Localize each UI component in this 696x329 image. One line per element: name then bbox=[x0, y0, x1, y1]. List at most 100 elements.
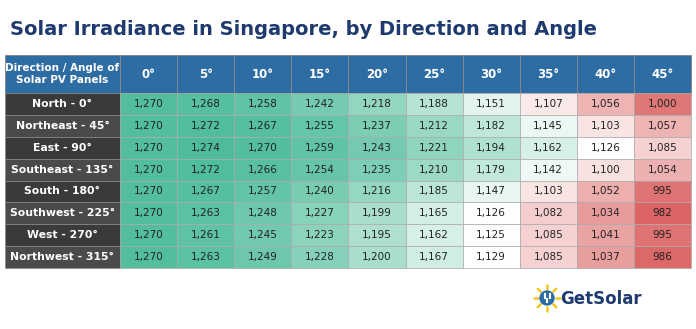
Bar bbox=[234, 246, 292, 268]
Text: 1,255: 1,255 bbox=[305, 121, 335, 131]
Bar bbox=[292, 246, 349, 268]
Bar bbox=[5, 246, 120, 268]
Text: 0°: 0° bbox=[141, 67, 155, 81]
Bar bbox=[520, 55, 577, 93]
Text: 1,147: 1,147 bbox=[476, 187, 506, 196]
Text: 982: 982 bbox=[653, 208, 672, 218]
Text: 1,100: 1,100 bbox=[590, 164, 620, 175]
Text: 1,270: 1,270 bbox=[134, 230, 164, 240]
Bar bbox=[234, 224, 292, 246]
Text: 1,200: 1,200 bbox=[362, 252, 392, 262]
Bar bbox=[349, 115, 406, 137]
Text: 1,107: 1,107 bbox=[533, 99, 563, 109]
Text: 25°: 25° bbox=[423, 67, 445, 81]
Bar bbox=[5, 181, 120, 202]
Bar bbox=[520, 93, 577, 115]
Text: Solar Irradiance in Singapore, by Direction and Angle: Solar Irradiance in Singapore, by Direct… bbox=[10, 20, 597, 39]
Text: 1,245: 1,245 bbox=[248, 230, 278, 240]
Text: 45°: 45° bbox=[651, 67, 674, 81]
Bar bbox=[120, 159, 177, 181]
Bar bbox=[177, 159, 234, 181]
Text: 1,194: 1,194 bbox=[476, 143, 506, 153]
Bar bbox=[577, 55, 634, 93]
Bar bbox=[177, 115, 234, 137]
Text: 1,057: 1,057 bbox=[647, 121, 677, 131]
Text: 1,085: 1,085 bbox=[533, 252, 563, 262]
Bar bbox=[120, 137, 177, 159]
Bar bbox=[5, 202, 120, 224]
Bar bbox=[634, 224, 691, 246]
Text: 1,263: 1,263 bbox=[191, 208, 221, 218]
Text: 1,254: 1,254 bbox=[305, 164, 335, 175]
Text: 1,000: 1,000 bbox=[648, 99, 677, 109]
Bar bbox=[520, 115, 577, 137]
Bar bbox=[120, 224, 177, 246]
Bar bbox=[120, 202, 177, 224]
Bar bbox=[577, 115, 634, 137]
Text: 1,165: 1,165 bbox=[419, 208, 449, 218]
Text: 15°: 15° bbox=[309, 67, 331, 81]
Bar bbox=[406, 224, 463, 246]
Text: West - 270°: West - 270° bbox=[27, 230, 98, 240]
Bar bbox=[463, 115, 520, 137]
Text: 1,125: 1,125 bbox=[476, 230, 506, 240]
Text: 1,056: 1,056 bbox=[590, 99, 620, 109]
Text: 1,223: 1,223 bbox=[305, 230, 335, 240]
Bar bbox=[292, 55, 349, 93]
Text: 1,041: 1,041 bbox=[590, 230, 620, 240]
Bar bbox=[349, 93, 406, 115]
Text: 1,270: 1,270 bbox=[248, 143, 278, 153]
Bar bbox=[349, 246, 406, 268]
Text: 1,235: 1,235 bbox=[362, 164, 392, 175]
Bar bbox=[177, 224, 234, 246]
Text: 1,237: 1,237 bbox=[362, 121, 392, 131]
Bar bbox=[463, 181, 520, 202]
Bar bbox=[577, 246, 634, 268]
Bar bbox=[577, 202, 634, 224]
Text: 1,221: 1,221 bbox=[419, 143, 449, 153]
Text: 1,270: 1,270 bbox=[134, 208, 164, 218]
Text: 1,195: 1,195 bbox=[362, 230, 392, 240]
Text: 1,185: 1,185 bbox=[419, 187, 449, 196]
Text: 1,126: 1,126 bbox=[476, 208, 506, 218]
Bar bbox=[234, 202, 292, 224]
Bar bbox=[463, 224, 520, 246]
Text: 1,270: 1,270 bbox=[134, 252, 164, 262]
Bar bbox=[120, 181, 177, 202]
Bar bbox=[120, 115, 177, 137]
Text: 1,266: 1,266 bbox=[248, 164, 278, 175]
Bar bbox=[463, 137, 520, 159]
Text: 1,270: 1,270 bbox=[134, 143, 164, 153]
Bar bbox=[234, 181, 292, 202]
Bar bbox=[234, 55, 292, 93]
Text: 1,228: 1,228 bbox=[305, 252, 335, 262]
Text: 1,270: 1,270 bbox=[134, 121, 164, 131]
Text: 1,274: 1,274 bbox=[191, 143, 221, 153]
Text: 1,037: 1,037 bbox=[590, 252, 620, 262]
Bar bbox=[234, 115, 292, 137]
Bar bbox=[634, 93, 691, 115]
Bar bbox=[5, 224, 120, 246]
Bar bbox=[292, 137, 349, 159]
Bar bbox=[120, 93, 177, 115]
Bar bbox=[349, 202, 406, 224]
Text: 1,188: 1,188 bbox=[419, 99, 449, 109]
Bar bbox=[634, 159, 691, 181]
Text: 1,257: 1,257 bbox=[248, 187, 278, 196]
Bar bbox=[577, 137, 634, 159]
Text: 1,162: 1,162 bbox=[419, 230, 449, 240]
Bar bbox=[177, 246, 234, 268]
Text: 1,248: 1,248 bbox=[248, 208, 278, 218]
Text: 1,151: 1,151 bbox=[476, 99, 506, 109]
Text: 1,082: 1,082 bbox=[533, 208, 563, 218]
Text: 1,242: 1,242 bbox=[305, 99, 335, 109]
Text: 1,268: 1,268 bbox=[191, 99, 221, 109]
Text: 1,261: 1,261 bbox=[191, 230, 221, 240]
Text: 1,267: 1,267 bbox=[248, 121, 278, 131]
Text: 5°: 5° bbox=[198, 67, 213, 81]
Bar bbox=[520, 181, 577, 202]
Bar bbox=[634, 246, 691, 268]
Bar bbox=[520, 159, 577, 181]
Text: 1,142: 1,142 bbox=[533, 164, 563, 175]
Text: 1,259: 1,259 bbox=[305, 143, 335, 153]
